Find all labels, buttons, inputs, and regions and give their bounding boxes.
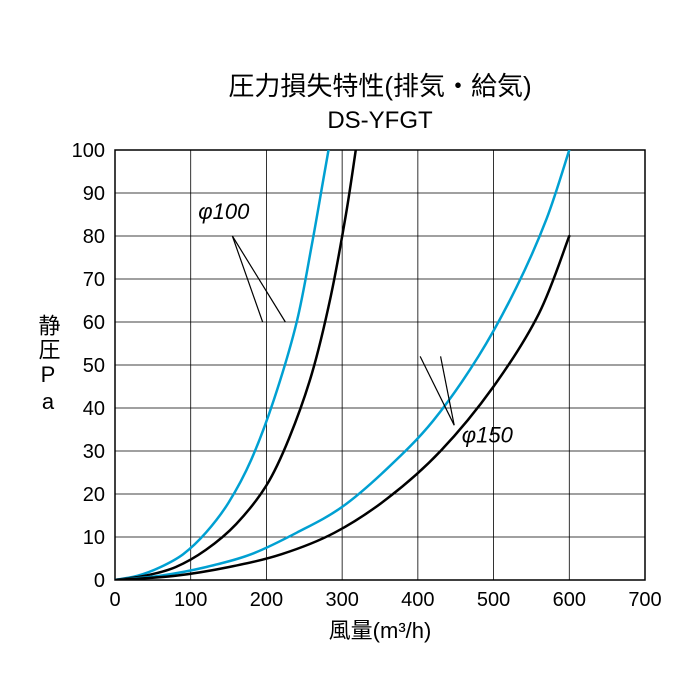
ytick-label: 30 <box>83 441 105 463</box>
x-axis-label: 風量(m³/h) <box>329 618 432 643</box>
ytick-label: 20 <box>83 484 105 506</box>
chart-subtitle: DS-YFGT <box>327 107 433 134</box>
xtick-label: 300 <box>325 589 358 611</box>
ytick-label: 100 <box>72 140 105 162</box>
ytick-label: 0 <box>94 570 105 592</box>
chart-title: 圧力損失特性(排気・給気) <box>228 71 531 101</box>
ytick-label: 50 <box>83 355 105 377</box>
ytick-label: 60 <box>83 312 105 334</box>
ytick-label: 80 <box>83 226 105 248</box>
ytick-label: 70 <box>83 269 105 291</box>
ytick-label: 90 <box>83 183 105 205</box>
xtick-label: 500 <box>477 589 510 611</box>
xtick-label: 400 <box>401 589 434 611</box>
y-axis-label: 静圧Pa <box>36 314 61 416</box>
xtick-label: 600 <box>553 589 586 611</box>
xtick-label: 700 <box>628 589 661 611</box>
annotation-label: φ100 <box>198 199 250 224</box>
ytick-label: 10 <box>83 527 105 549</box>
xtick-label: 0 <box>109 589 120 611</box>
chart-container: 0 100 200 300 400 500 600 700 0 10 20 30 40 50 60 70 80 9… <box>0 0 700 700</box>
xtick-label: 100 <box>174 589 207 611</box>
ytick-label: 40 <box>83 398 105 420</box>
annotation-label: φ150 <box>462 422 514 447</box>
xtick-label: 200 <box>250 589 283 611</box>
pressure-loss-chart: 0 100 200 300 400 500 600 700 0 10 20 30 40 50 60 70 80 9… <box>0 0 700 700</box>
